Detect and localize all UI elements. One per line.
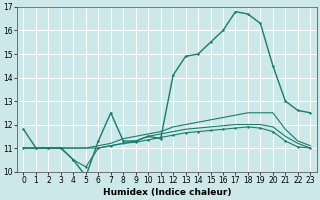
X-axis label: Humidex (Indice chaleur): Humidex (Indice chaleur) xyxy=(103,188,231,197)
